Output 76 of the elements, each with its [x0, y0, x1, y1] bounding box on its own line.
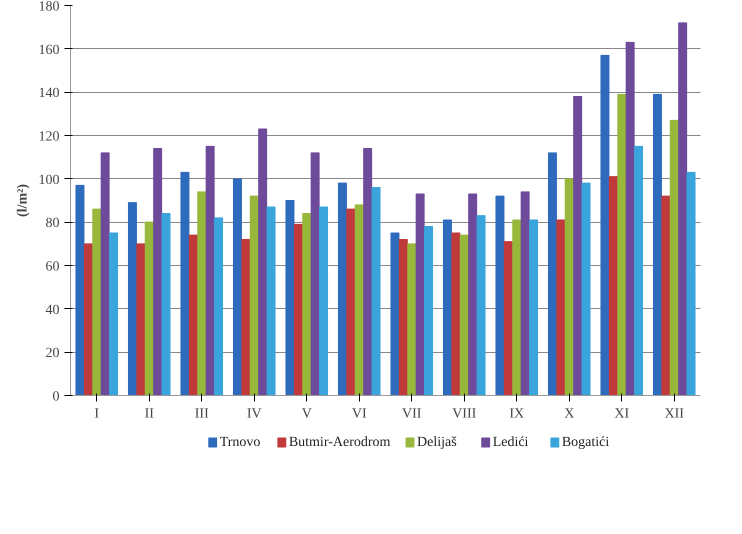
bar: [390, 232, 400, 396]
bar: [266, 206, 276, 396]
x-tick-label: V: [302, 406, 312, 422]
y-tick-label: 140: [38, 86, 60, 102]
bar: [153, 148, 162, 396]
legend-label: Ledići: [492, 435, 529, 450]
bar: [634, 146, 644, 396]
legend-label: Bogatići: [562, 435, 610, 450]
x-tick-label: IV: [246, 406, 262, 422]
x-tick-label: X: [564, 406, 574, 422]
y-tick-label: 80: [46, 216, 60, 232]
bar: [661, 196, 670, 396]
bar: [451, 232, 460, 396]
bar: [128, 202, 137, 396]
y-tick-label: 180: [38, 0, 60, 14]
x-tick-label: III: [194, 406, 210, 422]
x-tick-label: XII: [664, 406, 684, 422]
bar: [109, 232, 118, 396]
bar: [442, 220, 452, 396]
bar: [424, 226, 434, 396]
bar: [652, 94, 662, 396]
bar: [504, 241, 513, 396]
bar: [600, 54, 610, 396]
x-tick-label: VIII: [452, 406, 477, 422]
bar: [241, 239, 250, 396]
bar: [398, 239, 408, 396]
bar: [75, 184, 84, 396]
x-tick-label: IX: [509, 406, 524, 422]
bar: [180, 172, 190, 396]
bar: [188, 234, 198, 396]
bar: [84, 243, 93, 396]
bar: [206, 146, 215, 396]
legend-label: Butmir-Aerodrom: [288, 435, 391, 450]
bar: [136, 243, 146, 396]
bar: [476, 215, 486, 396]
y-tick-label: 120: [38, 130, 60, 144]
bar: [678, 22, 688, 396]
y-tick-label: 60: [46, 260, 60, 274]
bar: [363, 148, 372, 396]
bar: [319, 206, 328, 396]
bar: [310, 152, 320, 396]
bar: [686, 172, 696, 396]
bar: [626, 42, 635, 396]
bar: [608, 176, 618, 396]
x-tick-label: VI: [352, 406, 367, 422]
x-tick-label: I: [94, 406, 100, 422]
bar: [416, 194, 425, 396]
bar: [100, 152, 110, 396]
y-tick-label: 100: [38, 172, 60, 188]
y-tick-label: 160: [38, 42, 60, 58]
x-tick-label: XI: [614, 406, 630, 422]
bar: [548, 152, 557, 396]
bar: [346, 208, 356, 396]
bar: [495, 196, 504, 396]
y-axis-title: (l/m²): [16, 184, 30, 217]
bar: [338, 182, 347, 396]
bar: [468, 194, 478, 396]
x-tick-label: II: [144, 406, 154, 422]
bar: [294, 224, 303, 396]
bar: [372, 187, 381, 396]
bar: [520, 191, 530, 396]
bar: [529, 220, 538, 396]
y-tick-label: 40: [46, 302, 60, 318]
bar: [556, 220, 566, 396]
bar: [258, 128, 268, 396]
bar: [573, 96, 582, 396]
x-tick-label: VII: [402, 406, 422, 422]
bar: [214, 217, 224, 396]
y-tick-label: 20: [46, 346, 60, 362]
bar: [232, 178, 242, 396]
legend-label: Trnovo: [220, 435, 260, 450]
y-tick-label: 0: [52, 390, 60, 404]
legend-label: Delijaš: [417, 435, 458, 450]
bar: [582, 182, 591, 396]
bar: [162, 213, 171, 396]
bar: [285, 200, 294, 396]
